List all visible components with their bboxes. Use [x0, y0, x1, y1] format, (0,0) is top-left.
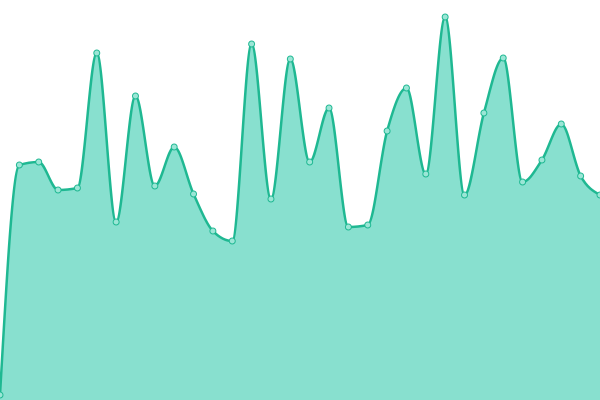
data-point	[286, 55, 294, 63]
data-point	[267, 195, 275, 203]
data-point	[15, 161, 23, 169]
data-point	[54, 186, 62, 194]
data-point	[112, 218, 120, 226]
data-point	[209, 227, 217, 235]
data-point	[557, 120, 565, 128]
data-point	[131, 92, 139, 100]
data-point	[344, 223, 352, 231]
data-point	[306, 158, 314, 166]
data-point	[499, 54, 507, 62]
data-point	[151, 182, 159, 190]
area-fill	[0, 17, 600, 400]
data-point	[480, 109, 488, 117]
data-point	[596, 191, 600, 199]
data-point	[190, 190, 198, 198]
data-point	[35, 158, 43, 166]
data-point	[538, 156, 546, 164]
data-point	[93, 49, 101, 57]
data-point	[441, 13, 449, 21]
data-point	[228, 237, 236, 245]
data-point	[248, 40, 256, 48]
data-point	[73, 184, 81, 192]
data-point	[422, 170, 430, 178]
data-point	[383, 127, 391, 135]
data-point	[461, 191, 469, 199]
data-point	[325, 104, 333, 112]
data-point	[519, 178, 527, 186]
data-point	[402, 84, 410, 92]
data-point	[0, 391, 4, 399]
data-point	[364, 221, 372, 229]
data-point	[577, 172, 585, 180]
data-point	[170, 143, 178, 151]
